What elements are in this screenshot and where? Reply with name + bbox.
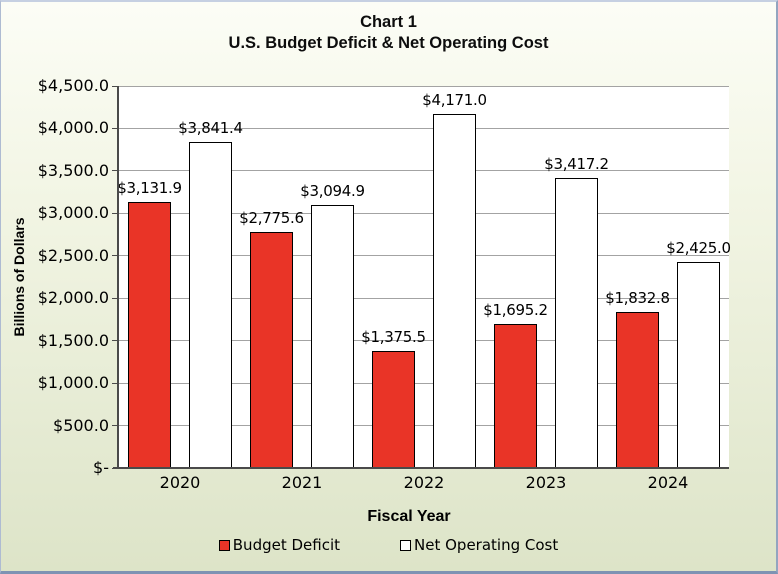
bar-value-label: $3,094.9: [300, 182, 365, 201]
y-tick-label: $500.0: [53, 415, 109, 435]
y-axis-tick: [112, 212, 118, 214]
y-tick-label: $4,500.0: [37, 76, 109, 95]
x-tick-label: 2022: [403, 473, 445, 492]
y-tick-label: $4,000.0: [37, 118, 109, 138]
x-tick-label: 2021: [281, 473, 323, 492]
y-axis-title: Billions of Dollars: [11, 217, 27, 337]
bar-value-label: $3,841.4: [178, 118, 243, 137]
legend-label-budget-deficit: Budget Deficit: [232, 536, 341, 554]
x-tick-label: 2023: [525, 473, 567, 492]
y-tick-label: $2,500.0: [37, 245, 109, 265]
gridline: [119, 255, 729, 257]
chart-title-block: Chart 1 U.S. Budget Deficit & Net Operat…: [1, 12, 776, 54]
bar-value-label: $4,171.0: [422, 90, 487, 109]
bar-budget-deficit: [372, 351, 415, 468]
bar-budget-deficit: [250, 232, 293, 468]
y-axis-tick: [112, 297, 118, 299]
legend-item-net-operating-cost: Net Operating Cost: [400, 536, 558, 554]
x-tick-label: 2020: [159, 473, 201, 492]
y-tick-label: $3,500.0: [37, 160, 109, 180]
gridline: [119, 85, 729, 87]
y-axis-tick: [112, 340, 118, 342]
y-tick-label: $1,500.0: [37, 330, 109, 350]
bar-value-label: $2,775.6: [239, 209, 304, 228]
chart-subtitle: U.S. Budget Deficit & Net Operating Cost: [228, 34, 549, 52]
y-tick-label: $3,000.0: [37, 203, 109, 223]
gridline: [119, 382, 729, 384]
x-tick-label: 2024: [647, 473, 689, 492]
bar-net-operating-cost: [677, 262, 720, 468]
y-axis-tick: [112, 255, 118, 257]
y-axis-line: [117, 86, 119, 469]
legend: Budget Deficit Net Operating Cost: [1, 536, 776, 554]
gridline: [119, 127, 729, 129]
y-axis-tick: [112, 425, 118, 427]
y-tick-label: $2,000.0: [37, 288, 109, 308]
y-axis-tick: [112, 382, 118, 384]
bar-value-label: $1,375.5: [361, 328, 426, 347]
x-axis-title: Fiscal Year: [367, 508, 451, 525]
bar-value-label: $2,425.0: [666, 239, 731, 258]
gridline: [119, 297, 729, 299]
gridline: [119, 425, 729, 427]
bar-value-label: $1,695.2: [483, 301, 548, 320]
budget-deficit-swatch-icon: [218, 539, 230, 551]
y-axis-tick: [112, 85, 118, 87]
bar-net-operating-cost: [555, 177, 598, 468]
bar-budget-deficit: [128, 202, 171, 468]
legend-label-net-operating-cost: Net Operating Cost: [414, 536, 559, 554]
gridline: [119, 212, 729, 214]
bar-value-label: $3,131.9: [117, 179, 182, 198]
bar-budget-deficit: [616, 312, 659, 468]
net-operating-cost-swatch-icon: [400, 539, 412, 551]
x-axis-line: [113, 467, 729, 469]
y-tick-label: $-: [93, 458, 109, 477]
bar-budget-deficit: [494, 324, 537, 468]
y-axis-tick: [112, 170, 118, 172]
bar-value-label: $1,832.8: [605, 289, 670, 308]
bar-net-operating-cost: [433, 113, 476, 468]
y-tick-label: $1,000.0: [37, 373, 109, 393]
y-axis-tick: [112, 127, 118, 129]
legend-item-budget-deficit: Budget Deficit: [218, 536, 341, 554]
bar-net-operating-cost: [189, 141, 232, 468]
bar-value-label: $3,417.2: [544, 154, 609, 173]
gridline: [119, 170, 729, 172]
bar-net-operating-cost: [311, 205, 354, 468]
chart-title: Chart 1: [360, 13, 417, 31]
gridline: [119, 340, 729, 342]
